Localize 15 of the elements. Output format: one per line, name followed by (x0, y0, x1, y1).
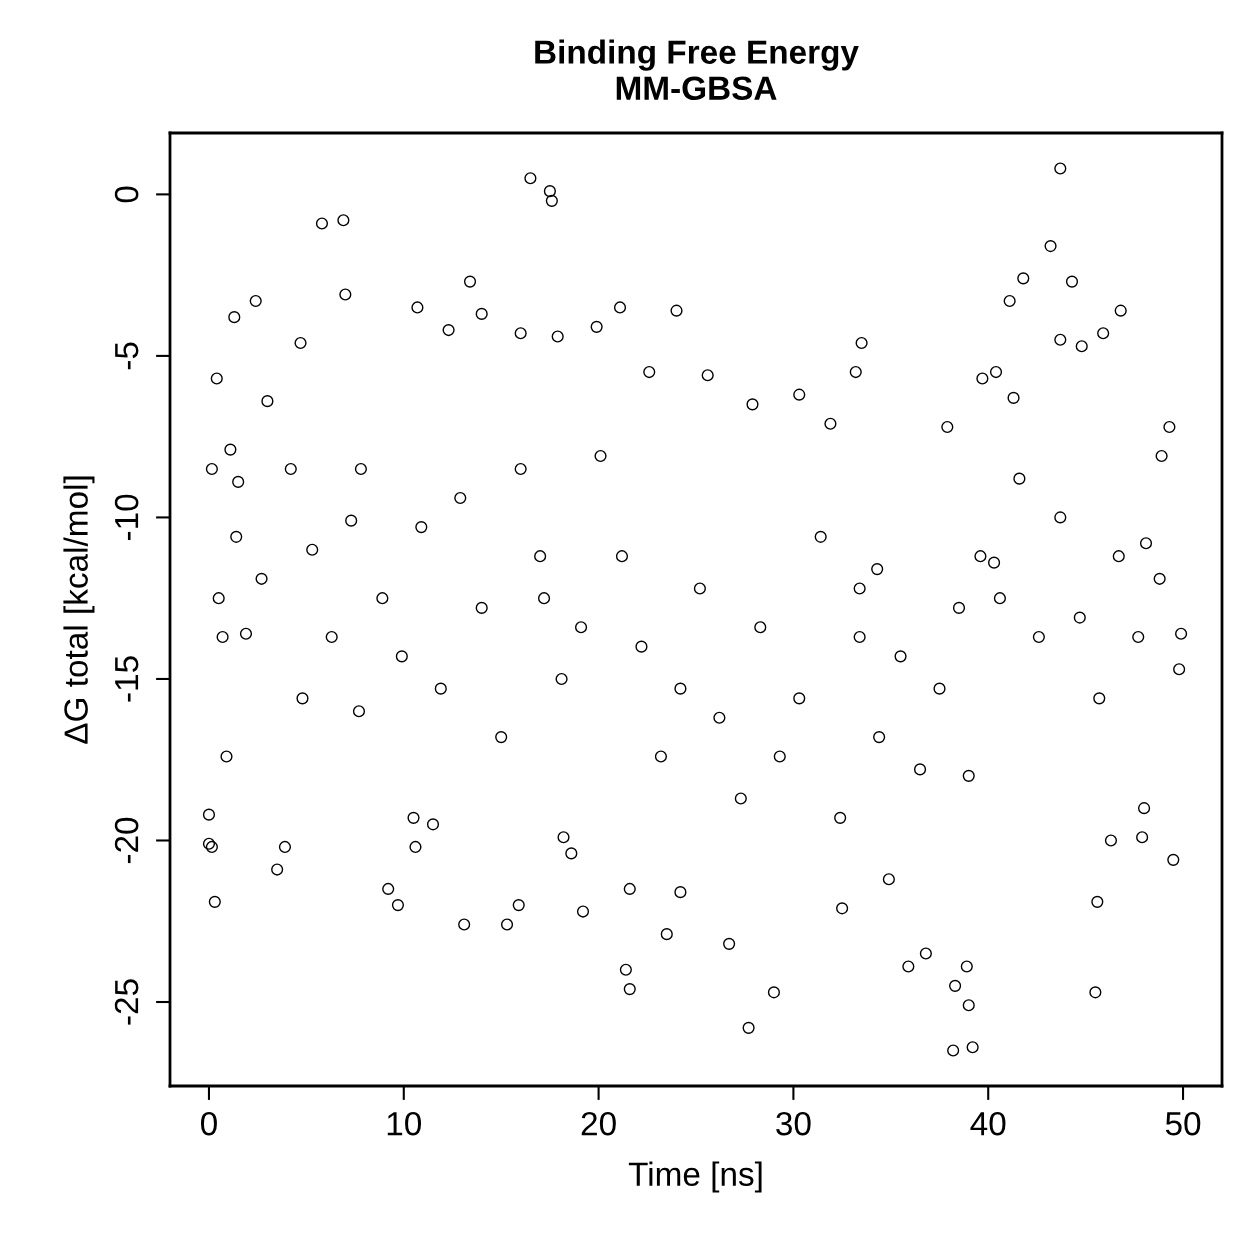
y-tick-label: 0 (114, 186, 139, 203)
y-tick-label: -15 (115, 656, 139, 702)
x-tick-label: 50 (1165, 1111, 1201, 1136)
y-tick-label: -5 (115, 342, 139, 370)
x-tick-label: 10 (387, 1111, 422, 1136)
x-tick-label: 30 (776, 1111, 811, 1136)
y-tick-label: -10 (114, 494, 139, 541)
y-axis-title: ΔG total [kcal/mol] (63, 476, 95, 744)
x-axis-title: Time [ns] (628, 1161, 762, 1193)
x-tick-label: 0 (201, 1111, 217, 1136)
chart-title: Binding Free Energy MM-GBSA (535, 39, 859, 100)
x-tick-label: 40 (970, 1111, 1006, 1136)
x-tick-label: 20 (581, 1111, 616, 1136)
y-tick-label: -20 (114, 817, 139, 864)
y-tick-label: -25 (114, 979, 139, 1025)
